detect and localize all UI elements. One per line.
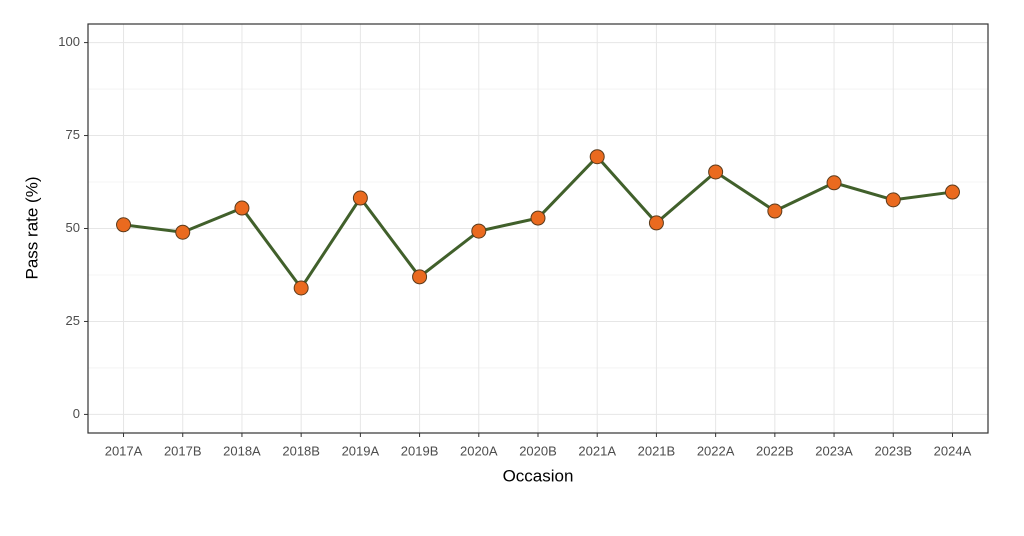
marker bbox=[352, 190, 368, 206]
x-tick-label: 2020A bbox=[460, 443, 498, 458]
marker bbox=[293, 280, 309, 296]
x-tick-label: 2021B bbox=[638, 443, 676, 458]
x-tick-label: 2017B bbox=[164, 443, 202, 458]
x-tick-label: 2018B bbox=[282, 443, 320, 458]
x-tick-label: 2018A bbox=[223, 443, 261, 458]
marker bbox=[767, 203, 783, 219]
y-tick-label: 25 bbox=[66, 313, 80, 328]
x-tick-label: 2024A bbox=[934, 443, 972, 458]
x-axis-title: Occasion bbox=[503, 466, 574, 485]
marker bbox=[412, 269, 428, 285]
marker bbox=[116, 217, 132, 233]
marker bbox=[234, 200, 250, 216]
panel-border bbox=[87, 23, 989, 434]
marker bbox=[826, 175, 842, 191]
x-tick-label: 2019A bbox=[342, 443, 380, 458]
x-tick-label: 2022B bbox=[756, 443, 794, 458]
y-tick-label: 0 bbox=[73, 406, 80, 421]
y-tick-label: 100 bbox=[58, 34, 80, 49]
x-tick-label: 2017A bbox=[105, 443, 143, 458]
x-tick-label: 2022A bbox=[697, 443, 735, 458]
x-tick-label: 2021A bbox=[578, 443, 616, 458]
marker bbox=[944, 184, 960, 200]
marker bbox=[471, 223, 487, 239]
marker bbox=[648, 215, 664, 231]
x-tick-label: 2023A bbox=[815, 443, 853, 458]
marker bbox=[589, 149, 605, 165]
marker bbox=[708, 164, 724, 180]
y-tick-label: 50 bbox=[66, 220, 80, 235]
x-tick-label: 2020B bbox=[519, 443, 557, 458]
x-tick-label: 2023B bbox=[874, 443, 912, 458]
x-tick-label: 2019B bbox=[401, 443, 439, 458]
marker bbox=[885, 192, 901, 208]
marker bbox=[175, 224, 191, 240]
marker bbox=[530, 210, 546, 226]
y-tick-label: 75 bbox=[66, 127, 80, 142]
y-axis-title: Pass rate (%) bbox=[22, 177, 41, 280]
